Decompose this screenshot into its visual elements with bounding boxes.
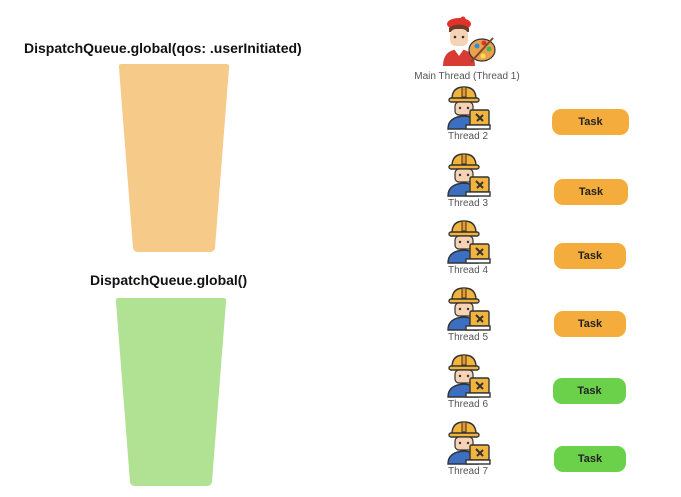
task-thread-7: Task [554,446,626,472]
thread-label: Thread 6 [447,399,489,410]
queue-bucket-default [115,298,227,486]
task-thread-5: Task [554,311,626,337]
thread-label: Thread 3 [447,198,489,209]
thread-2: Thread 2 [403,86,533,142]
thread-3: Thread 3 [403,153,533,209]
thread-4: Thread 4 [403,220,533,276]
worker-laptop-icon [447,220,491,264]
thread-label: Thread 7 [447,466,489,477]
queue-title-user-initiated: DispatchQueue.global(qos: .userInitiated… [24,40,302,56]
queue-bucket-user-initiated [118,64,230,252]
worker-laptop-icon [447,354,491,398]
worker-laptop-icon [447,287,491,331]
worker-laptop-icon [447,86,491,130]
painter-worker-icon [443,16,496,66]
thread-main: Main Thread (Thread 1) [402,16,532,82]
thread-label: Thread 4 [447,265,489,276]
thread-label: Main Thread (Thread 1) [414,71,520,82]
queue-title-default: DispatchQueue.global() [90,272,248,288]
thread-5: Thread 5 [403,287,533,343]
thread-label: Thread 5 [447,332,489,343]
task-thread-3: Task [554,179,628,205]
task-thread-4: Task [554,243,626,269]
thread-6: Thread 6 [403,354,533,410]
thread-7: Thread 7 [403,421,533,477]
task-thread-6: Task [553,378,626,404]
task-thread-2: Task [552,109,629,135]
thread-label: Thread 2 [447,131,489,142]
worker-laptop-icon [447,421,491,465]
worker-laptop-icon [447,153,491,197]
